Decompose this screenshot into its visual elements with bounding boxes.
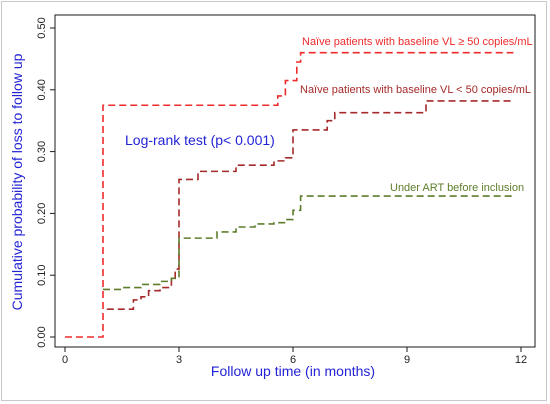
y-tick-label: 0.50 (36, 17, 48, 38)
series-lines (65, 51, 514, 338)
series-naive-low-vl (106, 100, 514, 310)
x-tick-label: 3 (176, 354, 182, 366)
y-tick-label: 0.30 (36, 141, 48, 162)
x-tick-label: 0 (62, 354, 68, 366)
x-axis-ticks: 0 3 6 9 12 (62, 347, 527, 366)
plot-area-border (54, 14, 536, 348)
y-axis-ticks: 0.00 0.10 0.20 0.30 0.40 0.50 (36, 17, 55, 348)
y-tick-label: 0.00 (36, 326, 48, 347)
x-tick-label: 9 (404, 354, 410, 366)
series-naive-high-vl (65, 51, 514, 338)
y-tick-label: 0.10 (36, 264, 48, 285)
series-under-art (103, 195, 514, 291)
series-label-naive-low: Naïve patients with baseline VL < 50 cop… (300, 84, 531, 96)
plot-frame (54, 14, 536, 348)
x-tick-label: 6 (290, 354, 296, 366)
y-axis-title: Cumulative probability of loss to follow… (9, 53, 25, 310)
x-tick-label: 12 (515, 354, 527, 366)
y-tick-label: 0.20 (36, 203, 48, 224)
x-axis-title: Follow up time (in months) (211, 363, 375, 379)
y-tick-label: 0.40 (36, 79, 48, 100)
annotation-logrank: Log-rank test (p< 0.001) (125, 132, 275, 148)
series-label-under-art: Under ART before inclusion (390, 182, 524, 194)
series-label-naive-high: Naïve patients with baseline VL ≥ 50 cop… (302, 36, 533, 48)
